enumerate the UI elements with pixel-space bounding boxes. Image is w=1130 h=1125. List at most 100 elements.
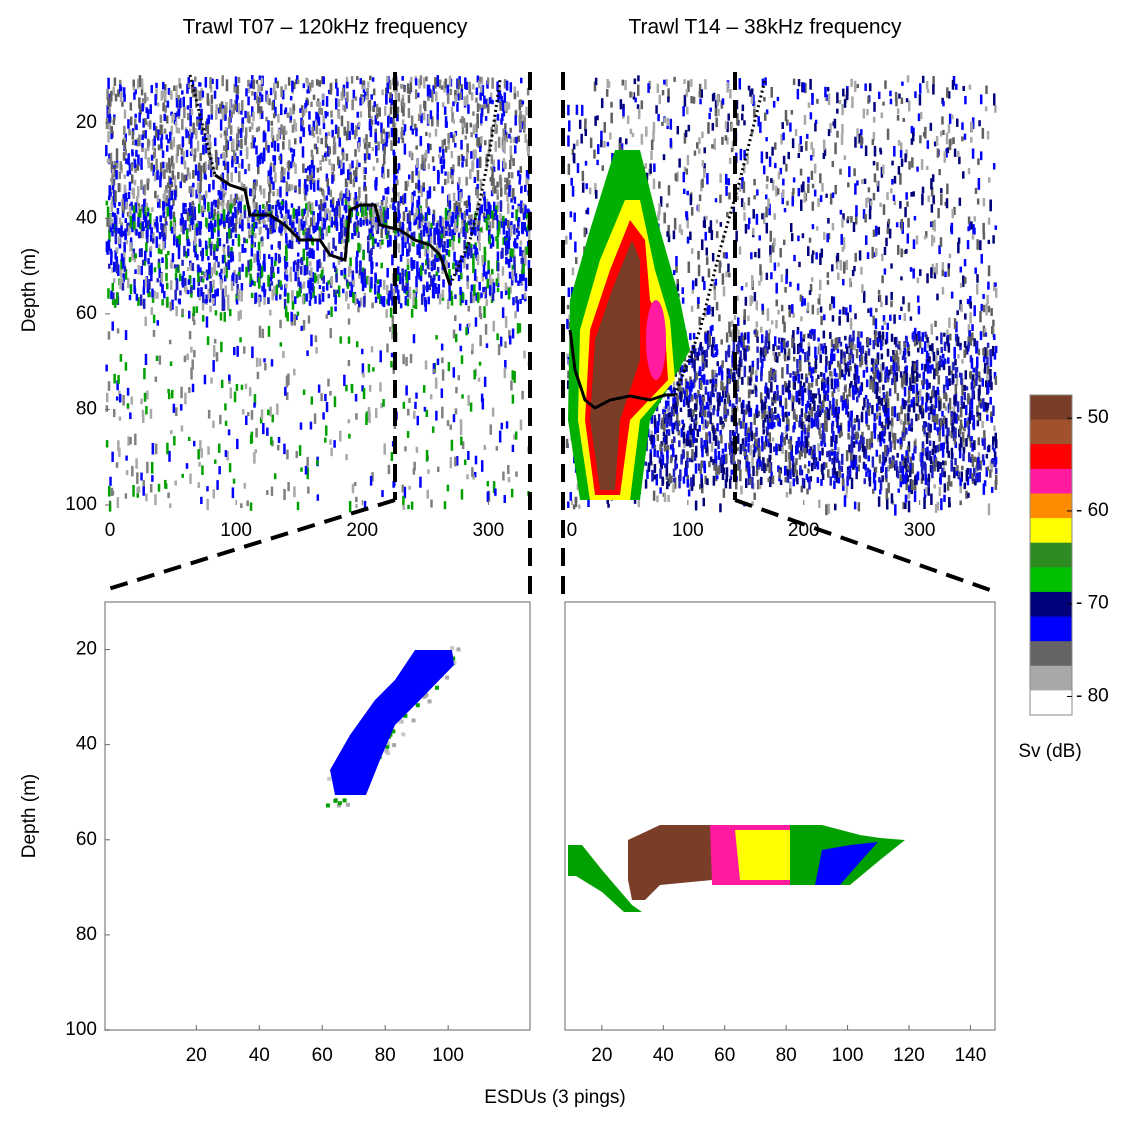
echo-speckle — [391, 331, 394, 340]
echo-speckle — [289, 161, 293, 169]
echo-speckle — [189, 96, 193, 109]
echo-speckle — [293, 227, 297, 233]
echo-speckle — [731, 329, 734, 341]
echo-speckle — [885, 237, 888, 247]
echo-speckle — [388, 79, 392, 85]
echo-speckle — [366, 204, 369, 211]
echo-speckle — [603, 122, 607, 133]
echo-speckle — [496, 272, 500, 285]
echo-speckle — [298, 179, 301, 188]
echo-speckle — [827, 232, 831, 240]
echo-speckle — [174, 112, 177, 125]
echo-speckle — [708, 226, 711, 233]
echo-speckle — [134, 433, 137, 446]
echo-speckle — [192, 277, 196, 290]
echo-speckle — [475, 133, 478, 139]
echo-speckle — [407, 408, 410, 416]
echo-speckle — [941, 353, 945, 359]
echo-speckle — [324, 110, 327, 119]
echo-speckle — [750, 129, 754, 134]
echo-speckle — [282, 141, 285, 150]
echo-speckle — [509, 136, 513, 144]
echo-speckle — [211, 223, 214, 230]
echo-speckle — [448, 284, 451, 293]
echo-speckle — [338, 205, 341, 218]
echo-speckle — [401, 76, 404, 81]
echo-speckle — [187, 130, 191, 139]
echo-speckle — [946, 329, 949, 339]
echo-speckle — [289, 273, 293, 282]
echo-speckle — [288, 139, 291, 151]
echo-speckle — [163, 223, 166, 234]
echo-speckle — [231, 239, 235, 246]
echo-speckle — [164, 227, 167, 240]
echo-speckle — [117, 183, 121, 193]
echo-speckle — [425, 409, 429, 418]
echo-speckle — [514, 115, 517, 126]
echo-speckle — [222, 104, 225, 110]
echo-speckle — [273, 113, 276, 119]
echo-speckle — [454, 210, 458, 218]
echo-speckle — [300, 325, 303, 331]
echo-speckle — [185, 149, 189, 158]
echo-speckle — [843, 99, 847, 108]
echo-speckle — [120, 253, 124, 262]
echo-speckle — [205, 271, 209, 281]
echo-speckle — [284, 211, 288, 222]
echo-speckle — [381, 166, 384, 178]
echo-speckle — [310, 101, 313, 107]
echo-speckle — [382, 173, 386, 180]
echo-speckle — [431, 246, 434, 258]
echo-speckle — [499, 336, 503, 347]
echo-speckle — [430, 260, 434, 267]
echo-speckle — [508, 133, 511, 139]
echo-speckle — [384, 227, 388, 235]
echo-speckle — [350, 383, 354, 391]
echo-speckle — [255, 79, 259, 84]
echo-speckle — [160, 91, 163, 101]
echo-speckle — [237, 129, 241, 135]
echo-speckle — [673, 396, 677, 403]
echo-speckle — [240, 283, 244, 292]
echo-speckle — [426, 260, 430, 269]
echo-speckle — [364, 167, 367, 175]
echo-speckle — [187, 289, 190, 295]
echo-speckle — [925, 80, 929, 89]
echo-speckle — [382, 195, 385, 201]
echo-speckle — [349, 174, 353, 185]
echo-speckle — [465, 158, 468, 167]
echo-speckle — [462, 226, 465, 237]
echo-speckle — [883, 320, 886, 325]
echo-speckle — [810, 328, 814, 336]
echo-speckle — [707, 122, 710, 134]
echo-speckle — [115, 170, 118, 180]
echo-speckle — [370, 265, 373, 275]
echo-speckle — [235, 85, 239, 97]
echo-speckle — [683, 438, 686, 449]
echo-speckle — [412, 468, 416, 475]
echo-speckle — [882, 164, 885, 175]
echo-speckle — [312, 120, 316, 131]
echo-speckle — [378, 208, 381, 218]
echo-speckle — [519, 187, 523, 194]
echo-speckle — [343, 126, 347, 136]
echo-speckle — [702, 497, 706, 507]
echo-speckle — [824, 86, 827, 98]
echo-speckle — [303, 178, 307, 184]
echo-speckle — [811, 304, 815, 315]
echo-speckle — [255, 145, 258, 155]
echo-speckle — [971, 457, 975, 468]
echo-speckle — [511, 264, 515, 270]
echo-speckle — [309, 421, 313, 430]
echo-speckle — [931, 263, 934, 274]
echo-speckle — [566, 380, 570, 390]
echo-speckle — [113, 217, 117, 229]
echo-speckle — [511, 328, 515, 339]
echo-speckle — [511, 269, 515, 281]
echo-speckle — [140, 179, 143, 191]
echo-speckle — [253, 253, 256, 264]
echo-speckle — [473, 268, 477, 281]
echo-speckle — [491, 174, 494, 186]
echo-speckle — [594, 183, 597, 195]
echo-speckle — [300, 125, 303, 132]
